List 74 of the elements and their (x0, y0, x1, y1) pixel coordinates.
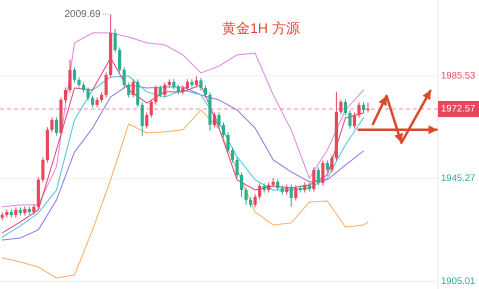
candlestick (276, 178, 280, 192)
candlestick (136, 78, 140, 108)
candlestick (199, 77, 203, 92)
candlestick (212, 112, 216, 128)
candlestick (217, 112, 221, 128)
candlestick (230, 146, 234, 163)
candlestick (204, 84, 208, 98)
y-tick-label: 1945.27 (441, 173, 476, 184)
candlestick (312, 166, 316, 192)
candlestick (303, 182, 306, 194)
candlestick (222, 122, 226, 138)
candlestick (272, 178, 275, 188)
candlestick (127, 82, 130, 98)
candlestick (321, 160, 324, 186)
candlestick (186, 78, 189, 92)
candlestick (118, 46, 122, 73)
candlestick (114, 28, 117, 54)
candlestick (235, 156, 239, 178)
candlestick (132, 78, 135, 98)
candlestick (249, 196, 252, 208)
candlestick (344, 98, 348, 116)
candlestick (285, 184, 288, 196)
candlestick (72, 66, 76, 83)
annotation: 2009.69 (64, 8, 102, 20)
candlestick (90, 94, 94, 108)
candlestick (326, 160, 329, 173)
y-tick-label: 1985.53 (441, 70, 476, 82)
candlestick (77, 76, 81, 88)
candlestick (68, 58, 72, 94)
candlestick (262, 182, 266, 194)
candlestick (23, 206, 26, 216)
candlestick (104, 72, 108, 98)
candlestick (122, 66, 126, 88)
candlestick (158, 84, 162, 98)
candlestick (172, 78, 176, 90)
candlestick (240, 172, 244, 198)
candlestick (96, 96, 99, 108)
candlestick (348, 110, 352, 130)
ref-line-label: 1972.57 (441, 104, 476, 115)
candlestick (316, 166, 320, 186)
candlestick (100, 92, 104, 104)
candlestick (82, 82, 86, 94)
candlestick (41, 156, 44, 183)
candlestick (294, 184, 298, 201)
candlestick (357, 102, 361, 118)
candlestick (64, 86, 68, 104)
candlestick (176, 84, 180, 95)
candlestick (140, 102, 144, 136)
candlestick (267, 182, 270, 194)
candlestick (308, 182, 311, 192)
candlestick (280, 184, 284, 196)
candlestick (163, 82, 166, 98)
candlestick (366, 102, 370, 113)
candlestick (362, 102, 366, 113)
candlestick (339, 98, 342, 116)
candlestick (50, 116, 54, 133)
text: 黄金1H 方源 (222, 20, 300, 36)
candlestick (244, 186, 248, 206)
candlestick (145, 112, 148, 130)
candlestick (258, 182, 262, 200)
candlestick (330, 154, 334, 173)
candlestick (352, 112, 356, 130)
candlestick (194, 76, 198, 88)
candlestick (254, 194, 257, 208)
candlestick (154, 84, 158, 106)
candlestick (226, 132, 230, 154)
candlestick (150, 98, 153, 118)
y-tick-label: 1905.01 (441, 276, 476, 287)
candlestick (54, 116, 58, 136)
line-series (2, 109, 369, 279)
candlestick (14, 206, 18, 218)
candlestick (86, 86, 90, 101)
candlestick (32, 204, 36, 216)
candlestick (290, 184, 293, 208)
